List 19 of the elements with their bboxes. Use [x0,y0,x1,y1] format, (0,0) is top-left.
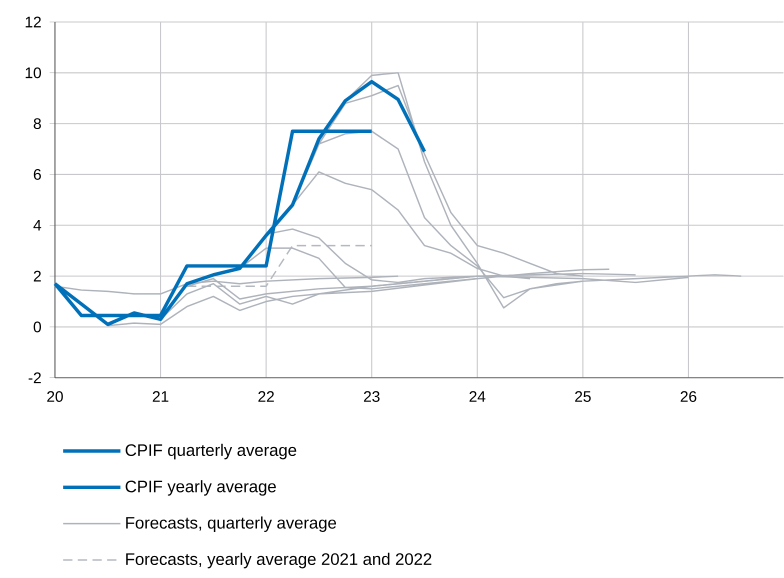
legend-label: Forecasts, yearly average 2021 and 2022 [126,552,432,569]
x-tick-label: 22 [258,391,274,402]
x-tick-label: 21 [152,391,168,402]
x-tick-label: 23 [364,391,380,402]
x-tick-label: 20 [47,391,63,402]
y-tick-label: -2 [28,372,41,384]
legend-label: CPIF quarterly average [126,444,296,460]
y-tick-label: 0 [34,322,42,333]
y-tick-label: 8 [34,118,41,130]
x-tick-label: 24 [470,391,486,402]
y-tick-label: 12 [26,16,41,28]
legend-label: CPIF yearly average [126,480,276,496]
y-tick-label: 2 [34,270,41,282]
y-tick-label: 10 [26,68,42,78]
x-tick-label: 26 [680,391,696,402]
y-tick-label: 6 [34,169,41,180]
x-tick-label: 25 [575,391,591,402]
y-tick-label: 4 [33,220,42,231]
legend-label: Forecasts, quarterly average [126,516,336,532]
